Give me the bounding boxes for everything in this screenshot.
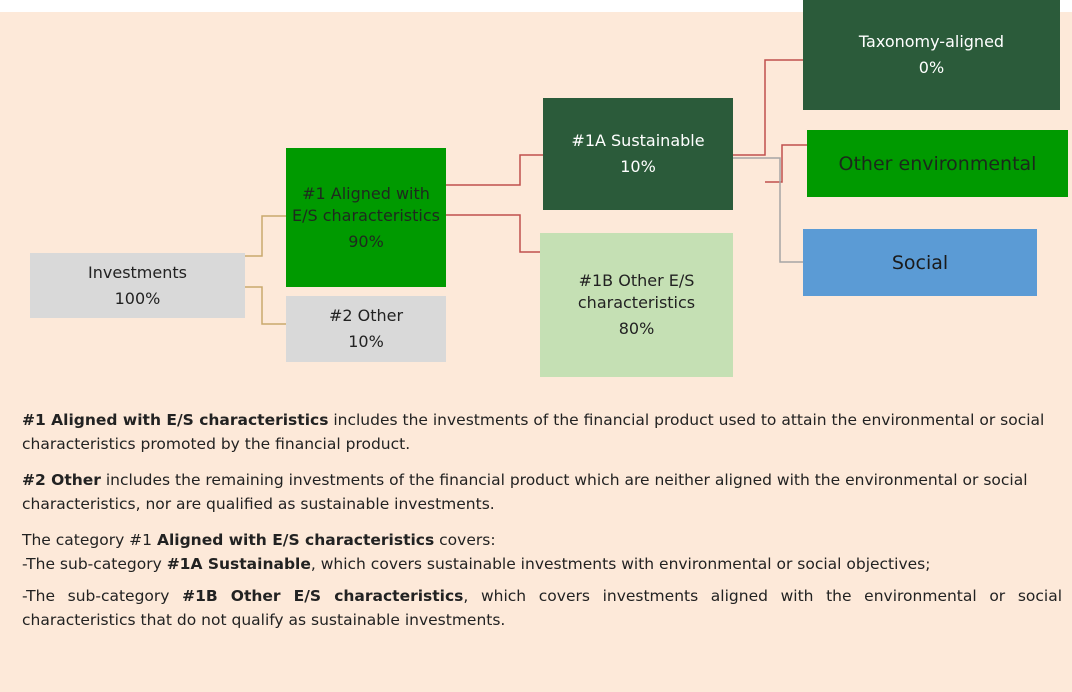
node-label: 100% (114, 288, 161, 308)
node-label: #1A Sustainable (571, 131, 705, 150)
connector (446, 214, 540, 253)
paragraph: The category #1 Aligned with E/S charact… (22, 528, 1062, 552)
node-label: #1 Aligned with E/S characteristics (292, 183, 440, 225)
text-run: #1 Aligned with E/S characteristics (22, 411, 329, 429)
paragraph: -The sub-category #1A Sustainable, which… (22, 552, 1062, 576)
connector (245, 286, 286, 325)
connector (245, 215, 286, 257)
paragraph: -The sub-category #1B Other E/S characte… (22, 584, 1062, 632)
node-label: 0% (918, 58, 945, 77)
node: #1B Other E/S characteristics 80% (540, 233, 733, 377)
text-run: , which covers sustainable investments w… (310, 555, 931, 573)
connectors (245, 59, 807, 325)
node-label: Investments (88, 262, 187, 282)
text-run: , which covers investments aligned with … (22, 587, 1063, 629)
node-label: #1B Other E/S characteristics (577, 271, 696, 312)
node-label: Taxonomy-aligned (858, 32, 1005, 51)
background (0, 12, 1072, 692)
node-label: Other environmental (838, 152, 1037, 175)
connector (446, 154, 543, 186)
text-run: includes the remaining investments of th… (22, 471, 1028, 513)
text-run: Aligned with E/S characteristics (156, 531, 435, 549)
node: Other environmental (807, 130, 1068, 197)
paragraph: #2 Other includes the remaining investme… (22, 468, 1062, 516)
node-label: 10% (348, 332, 384, 351)
text-run: #1A Sustainable (166, 555, 311, 573)
node-label: 90% (348, 231, 384, 251)
node: #1A Sustainable 10% (543, 98, 733, 210)
node: Taxonomy-aligned 0% (803, 0, 1060, 110)
text-run: #2 Other (22, 471, 101, 489)
text-run: covers: (434, 531, 496, 549)
connector (733, 157, 803, 263)
description: #1 Aligned with E/S characteristics incl… (22, 408, 1062, 632)
node-label: #2 Other (328, 306, 404, 325)
text-run: -The sub-category (22, 587, 183, 605)
node: #1 Aligned with E/S characteristics 90% (286, 148, 446, 287)
text-run: includes the investments of the financia… (22, 411, 1045, 453)
node: Social (803, 229, 1037, 296)
text-run: -The sub-category (22, 555, 167, 573)
node: Investments 100% (30, 253, 245, 318)
node-label: 80% (618, 319, 655, 338)
node-label: Social (891, 251, 949, 274)
text-run: #1B Other E/S characteristics (182, 587, 464, 605)
node-label: 10% (620, 157, 656, 176)
connector (765, 144, 807, 183)
text-run: The category #1 (22, 531, 157, 549)
connector (733, 59, 803, 156)
paragraph: #1 Aligned with E/S characteristics incl… (22, 408, 1062, 456)
node: #2 Other 10% (286, 296, 446, 362)
